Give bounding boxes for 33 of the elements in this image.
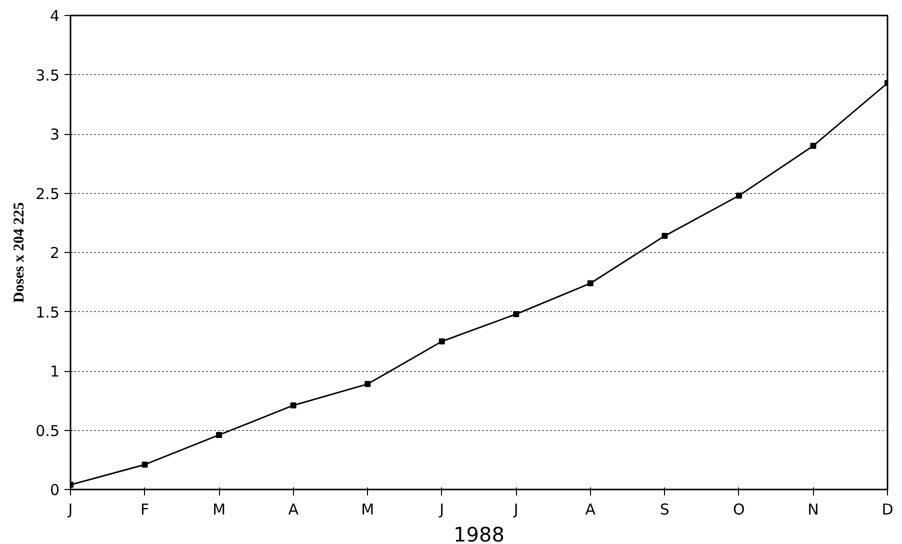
point xyxy=(364,381,371,388)
y-tick-label: 1 xyxy=(50,362,60,380)
x-tick-label: A xyxy=(585,500,596,518)
point xyxy=(142,462,148,468)
y-tick-label: 3.5 xyxy=(36,66,60,84)
x-axis-title: 1988 xyxy=(454,522,504,544)
x-tick-label: J xyxy=(512,500,518,518)
y-tick-label: 1.5 xyxy=(36,303,60,322)
point xyxy=(438,338,445,344)
point xyxy=(810,142,816,149)
x-tick-label: A xyxy=(288,500,300,518)
point xyxy=(216,432,222,438)
y-tick-label: 0.5 xyxy=(36,422,60,440)
x-tick-label: F xyxy=(140,500,150,518)
point xyxy=(736,192,742,199)
y-axis-title: Doses x 204 225 xyxy=(12,202,28,303)
point xyxy=(513,311,520,318)
x-tick-label: O xyxy=(733,500,745,518)
x-tick-label: N xyxy=(808,500,819,518)
x-tick-label: D xyxy=(882,500,894,518)
x-tick-label: M xyxy=(212,500,226,518)
x-tick-label: J xyxy=(438,500,444,518)
point xyxy=(587,280,594,286)
y-tick-label: 0 xyxy=(50,481,60,499)
y-tick-label: 4 xyxy=(50,7,60,25)
y-tick-label: 2.5 xyxy=(36,184,60,203)
x-tick-label: S xyxy=(660,500,670,518)
point xyxy=(290,402,296,408)
x-tick-label: M xyxy=(361,500,374,518)
x-tick-label: J xyxy=(67,500,73,518)
y-tick-label: 2 xyxy=(50,244,60,262)
point xyxy=(662,232,668,239)
y-tick-label: 3 xyxy=(50,126,60,144)
